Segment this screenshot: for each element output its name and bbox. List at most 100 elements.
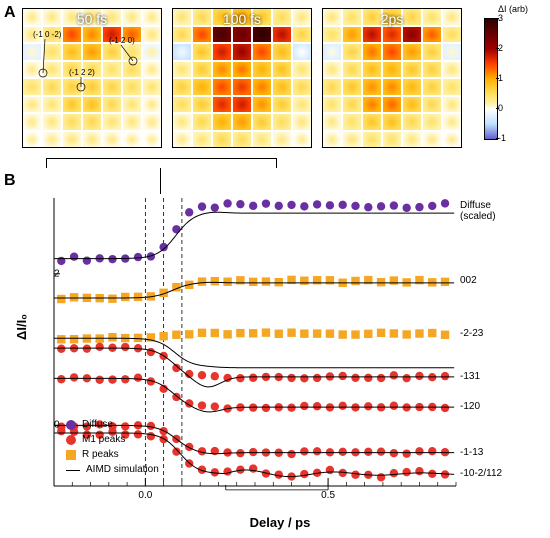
marker-square [198,277,206,285]
marker-circle [441,199,449,207]
heatmap-tile [123,97,141,113]
heatmap-tile [403,97,421,113]
marker-circle [198,202,206,210]
marker-square [364,330,372,338]
heatmap-tile [423,44,441,60]
heatmap-50fs: 50 fs (-1 0 -2)(-1 2 0)(-1 2 2) [22,8,162,148]
heatmap-tile [273,44,291,60]
heatmap-tile [173,27,191,43]
marker-square [313,329,321,337]
heatmap-tile [443,27,461,43]
heatmap-tile [253,114,271,130]
marker-circle [108,375,116,383]
heatmap-tile [43,79,61,95]
heatmap-tile [143,132,161,148]
marker-circle [198,401,206,409]
heatmap-tile [423,79,441,95]
heatmap-tile [123,114,141,130]
marker-square [211,329,219,337]
marker-circle [300,470,308,478]
marker-square [390,329,398,337]
marker-circle [428,447,436,455]
heatmap-tile [383,97,401,113]
marker-circle [300,202,308,210]
marker-square [287,328,295,336]
heatmap-tile [293,132,311,148]
marker-circle [172,225,180,233]
heatmap-tile [173,44,191,60]
marker-circle [95,343,103,351]
marker-circle [428,202,436,210]
heatmap-tile [403,62,421,78]
heatmap-tile [173,97,191,113]
marker-square [262,328,270,336]
marker-square [428,278,436,286]
heatmap-tile [403,132,421,148]
marker-circle [300,447,308,455]
heatmap-tile [343,97,361,113]
marker-circle [402,374,410,382]
marker-circle [287,450,295,458]
heatmap-tile [193,114,211,130]
trace-label: -1-13 [460,447,483,458]
heatmap-tile [193,79,211,95]
heatmap-tile [213,79,231,95]
heatmap-tile [273,97,291,113]
heatmap-tile [253,62,271,78]
heatmap-tile [293,79,311,95]
panel-label-B: B [4,172,16,190]
marker-circle [236,200,244,208]
heatmap-tile [103,27,121,43]
marker-square [70,335,78,343]
heatmap-tile [343,44,361,60]
heatmap-tile [363,62,381,78]
heatmap-tile [423,114,441,130]
marker-circle [415,203,423,211]
legend: DiffuseM1 peaksR peaksAIMD simulation [66,418,159,478]
heatmap-tile [83,132,101,148]
marker-square [300,329,308,337]
legend-label: M1 peaks [82,433,125,447]
heatmap-title-2: 2ps [323,11,461,27]
heatmap-tile [443,132,461,148]
marker-square [275,278,283,286]
heatmap-tile [233,27,251,43]
marker-circle [441,404,449,412]
marker-circle [134,374,142,382]
heatmap-tile [423,97,441,113]
y-axis-label: ΔI/I₀ [14,314,29,340]
marker-circle [313,200,321,208]
heatmap-tile [273,79,291,95]
heatmap-tile [23,79,41,95]
heatmap-tile [403,27,421,43]
marker-square [57,295,65,303]
trace-label: -131 [460,371,480,382]
heatmap-tile [143,27,161,43]
heatmap-tile [253,79,271,95]
panel-A-row: 50 fs (-1 0 -2)(-1 2 0)(-1 2 2) 100 fs 2… [22,8,530,158]
marker-circle [339,201,347,209]
marker-circle [351,202,359,210]
heatmap-tile [293,97,311,113]
heatmap-tile [23,97,41,113]
heatmap-tile [173,79,191,95]
heatmap-tile [193,44,211,60]
heatmap-tile [323,44,341,60]
marker-circle [185,443,193,451]
heatmap-title-0: 50 fs [23,11,161,27]
marker-square [198,329,206,337]
marker-square [223,330,231,338]
trace-label: -2-23 [460,328,483,339]
heatmap-grid-2 [323,9,461,147]
heatmap-tile [43,44,61,60]
marker-square [377,329,385,337]
marker-circle [377,473,385,481]
heatmap-tile [173,114,191,130]
marker-square [172,331,180,339]
marker-square [326,329,334,337]
marker-circle [287,403,295,411]
marker-circle [211,402,219,410]
legend-row: R peaks [66,448,159,462]
marker-circle [390,469,398,477]
trace-label: -120 [460,401,480,412]
